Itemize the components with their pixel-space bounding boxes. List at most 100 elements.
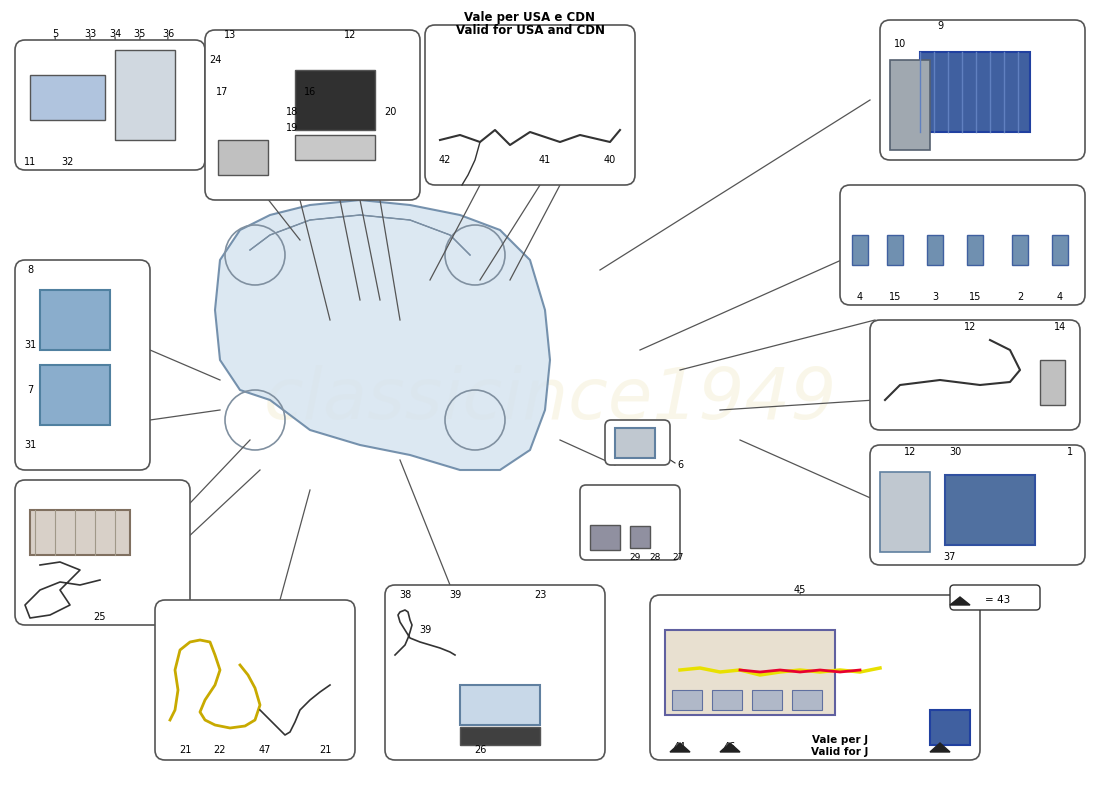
Text: 28: 28: [649, 554, 661, 562]
Text: 31: 31: [24, 440, 36, 450]
Text: 45: 45: [794, 585, 806, 595]
Text: 32: 32: [62, 157, 74, 167]
Bar: [460, 685, 540, 725]
Text: 37: 37: [944, 552, 956, 562]
Text: 19: 19: [286, 123, 298, 133]
Text: 15: 15: [889, 292, 901, 302]
FancyBboxPatch shape: [15, 260, 150, 470]
Bar: [852, 235, 868, 265]
FancyBboxPatch shape: [385, 585, 605, 760]
Text: 20: 20: [384, 107, 396, 117]
Bar: [295, 70, 375, 130]
Text: 26: 26: [474, 745, 486, 755]
Text: 13: 13: [224, 30, 236, 40]
Text: 24: 24: [209, 55, 221, 65]
FancyBboxPatch shape: [840, 185, 1085, 305]
Text: 36: 36: [162, 29, 174, 39]
Text: 23: 23: [534, 590, 547, 600]
FancyBboxPatch shape: [580, 485, 680, 560]
FancyBboxPatch shape: [425, 25, 635, 185]
Text: 21: 21: [179, 745, 191, 755]
Bar: [460, 727, 540, 745]
Text: 39: 39: [419, 625, 431, 635]
Text: classicince1949: classicince1949: [263, 366, 837, 434]
Bar: [590, 525, 620, 550]
Text: Valid for USA and CDN: Valid for USA and CDN: [455, 25, 605, 38]
Bar: [630, 526, 650, 548]
Text: 3: 3: [932, 292, 938, 302]
Text: 12: 12: [964, 322, 976, 332]
Text: 17: 17: [216, 87, 228, 97]
Bar: [967, 235, 983, 265]
Bar: [40, 290, 110, 350]
Bar: [40, 365, 110, 425]
Text: 6: 6: [676, 460, 683, 470]
FancyBboxPatch shape: [155, 600, 355, 760]
Bar: [890, 60, 930, 150]
Text: 42: 42: [439, 155, 451, 165]
Text: 5: 5: [52, 29, 58, 39]
Text: Valid for J: Valid for J: [812, 747, 869, 757]
Text: 27: 27: [672, 554, 684, 562]
Polygon shape: [670, 743, 690, 752]
Text: 29: 29: [629, 554, 640, 562]
Text: 1: 1: [1067, 447, 1074, 457]
Bar: [945, 475, 1035, 545]
Text: 41: 41: [539, 155, 551, 165]
Text: 30: 30: [949, 447, 961, 457]
Bar: [752, 690, 782, 710]
Polygon shape: [950, 597, 970, 605]
Text: 16: 16: [304, 87, 316, 97]
Text: 9: 9: [937, 21, 943, 31]
Bar: [30, 510, 130, 555]
Bar: [615, 428, 654, 458]
Bar: [920, 52, 1030, 132]
Bar: [712, 690, 743, 710]
Text: 10: 10: [894, 39, 906, 49]
Bar: [295, 135, 375, 160]
Text: 46: 46: [724, 742, 736, 752]
Text: 14: 14: [1054, 322, 1066, 332]
Text: 31: 31: [24, 340, 36, 350]
FancyBboxPatch shape: [880, 20, 1085, 160]
Polygon shape: [930, 743, 950, 752]
Text: 34: 34: [109, 29, 121, 39]
Bar: [792, 690, 822, 710]
Text: 39: 39: [449, 590, 461, 600]
Bar: [930, 710, 970, 745]
Text: 2: 2: [1016, 292, 1023, 302]
Text: 44: 44: [674, 742, 686, 752]
Bar: [880, 472, 929, 552]
Bar: [1052, 235, 1068, 265]
Text: 38: 38: [399, 590, 411, 600]
Bar: [927, 235, 943, 265]
FancyBboxPatch shape: [870, 445, 1085, 565]
Text: 7: 7: [26, 385, 33, 395]
Text: Vale per J: Vale per J: [812, 735, 868, 745]
Bar: [887, 235, 903, 265]
Text: 15: 15: [969, 292, 981, 302]
Polygon shape: [720, 743, 740, 752]
Bar: [30, 75, 105, 120]
Bar: [218, 140, 268, 175]
Text: 21: 21: [319, 745, 331, 755]
Bar: [672, 690, 702, 710]
Text: 18: 18: [286, 107, 298, 117]
FancyBboxPatch shape: [870, 320, 1080, 430]
Bar: [116, 50, 175, 140]
FancyBboxPatch shape: [950, 585, 1040, 610]
Bar: [666, 630, 835, 715]
FancyBboxPatch shape: [15, 40, 205, 170]
Text: 12: 12: [344, 30, 356, 40]
Text: 47: 47: [258, 745, 272, 755]
FancyBboxPatch shape: [205, 30, 420, 200]
Text: = 43: = 43: [984, 595, 1010, 605]
Text: 22: 22: [213, 745, 227, 755]
Text: 40: 40: [604, 155, 616, 165]
Text: 33: 33: [84, 29, 96, 39]
FancyBboxPatch shape: [605, 420, 670, 465]
FancyBboxPatch shape: [15, 480, 190, 625]
Bar: [1040, 360, 1065, 405]
Text: 11: 11: [24, 157, 36, 167]
Text: 35: 35: [134, 29, 146, 39]
